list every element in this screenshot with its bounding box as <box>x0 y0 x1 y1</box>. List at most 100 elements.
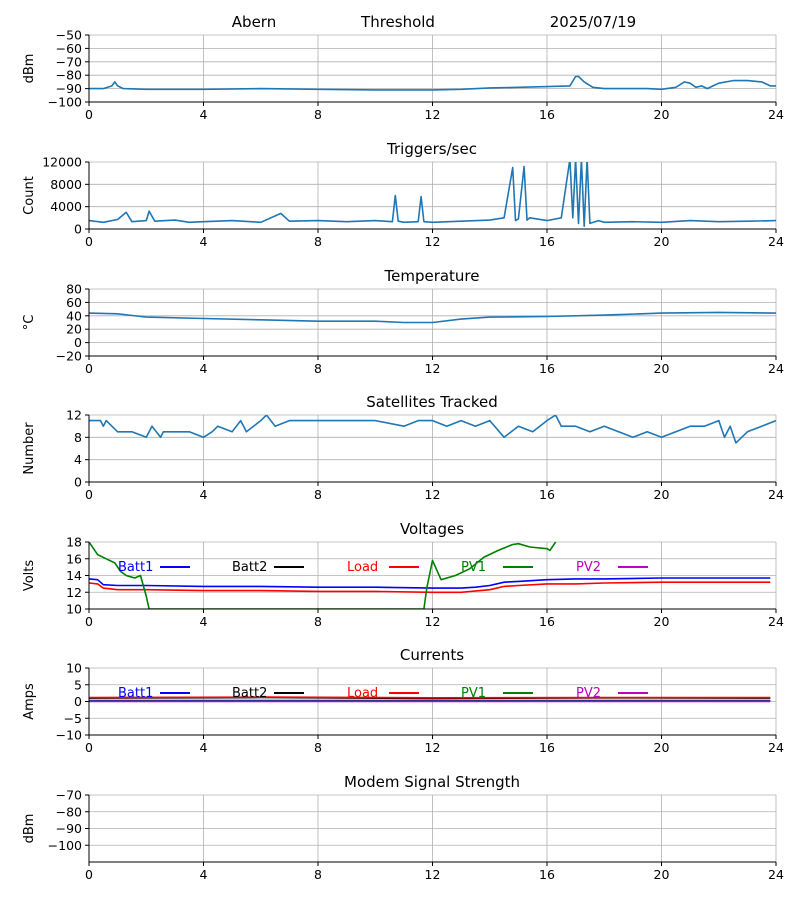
legend-label: Batt2 <box>232 686 267 701</box>
legend-label: Load <box>347 560 378 575</box>
legend-label: Load <box>347 686 378 701</box>
y-tick-label: 4 <box>74 452 82 467</box>
x-tick-label: 0 <box>85 867 93 882</box>
series-line <box>89 311 776 324</box>
chart-panel-1: 0 4 8 12 16 20 24 −50−60−70−80−90−100 dBm <box>22 28 784 123</box>
x-tick-label: 24 <box>768 361 784 376</box>
x-tick-label: 12 <box>425 740 441 755</box>
x-tick-label: 4 <box>200 867 208 882</box>
y-tick-label: −80 <box>56 804 82 819</box>
y-tick-label: −100 <box>48 95 82 110</box>
x-tick-label: 20 <box>654 740 670 755</box>
y-tick-label: 12 <box>66 408 82 423</box>
x-tick-label: 24 <box>768 614 784 629</box>
x-tick-label: 20 <box>654 614 670 629</box>
series-line <box>89 162 776 227</box>
y-tick-label: −90 <box>56 81 82 96</box>
x-tick-label: 4 <box>200 234 208 249</box>
x-tick-label: 8 <box>314 107 322 122</box>
x-tick-label: 0 <box>85 361 93 376</box>
x-tick-label: 16 <box>539 107 555 122</box>
y-tick-label: −80 <box>56 68 82 83</box>
series-line-batt1 <box>89 577 771 589</box>
series-line-pv1 <box>89 542 557 609</box>
y-tick-label: −70 <box>56 788 82 803</box>
y-tick-label: 5 <box>74 677 82 692</box>
x-tick-label: 4 <box>200 487 208 502</box>
y-tick-label: 60 <box>66 295 82 310</box>
y-tick-label: 12000 <box>42 155 82 170</box>
y-tick-label: 10 <box>66 661 82 676</box>
y-axis-label: Number <box>22 422 37 475</box>
x-tick-label: 8 <box>314 487 322 502</box>
y-tick-label: −90 <box>56 821 82 836</box>
x-tick-label: 20 <box>654 107 670 122</box>
y-tick-label: 16 <box>66 551 82 566</box>
y-tick-label: 80 <box>66 282 82 297</box>
y-tick-label: 0 <box>74 694 82 709</box>
y-tick-label: −60 <box>56 41 82 56</box>
y-axis-label: Amps <box>22 683 37 720</box>
x-tick-label: 12 <box>425 487 441 502</box>
x-tick-label: 16 <box>539 361 555 376</box>
header-mode: Threshold <box>360 13 435 31</box>
legend-label: PV2 <box>576 686 601 701</box>
y-tick-label: 0 <box>74 475 82 490</box>
y-tick-label: 0 <box>74 222 82 237</box>
header-date: 2025/07/19 <box>550 13 636 31</box>
chart-panel-2: 0 4 8 12 16 20 24 0 4000 8000 12000 Triggers/sec Cou… <box>22 140 784 249</box>
chart-title: Modem Signal Strength <box>344 773 520 791</box>
chart-title: Voltages <box>400 520 464 538</box>
legend-label: Batt2 <box>232 560 267 575</box>
y-tick-label: 40 <box>66 308 82 323</box>
x-tick-label: 0 <box>85 740 93 755</box>
chart-title: Satellites Tracked <box>366 393 497 411</box>
x-tick-label: 0 <box>85 487 93 502</box>
x-tick-label: 0 <box>85 107 93 122</box>
y-axis-label: Count <box>22 176 37 215</box>
y-tick-label: −50 <box>56 28 82 43</box>
legend-label: PV1 <box>461 686 486 701</box>
x-tick-label: 0 <box>85 614 93 629</box>
x-tick-label: 12 <box>425 361 441 376</box>
y-tick-label: 8000 <box>50 177 82 192</box>
x-tick-label: 20 <box>654 361 670 376</box>
x-tick-label: 16 <box>539 234 555 249</box>
x-tick-label: 16 <box>539 487 555 502</box>
series-line-load <box>89 696 771 699</box>
chart-title: Triggers/sec <box>386 140 477 158</box>
y-tick-label: 12 <box>66 585 82 600</box>
x-tick-label: 8 <box>314 234 322 249</box>
y-tick-label: 18 <box>66 535 82 550</box>
x-tick-label: 24 <box>768 107 784 122</box>
y-tick-label: −20 <box>56 349 82 364</box>
y-tick-label: −100 <box>48 838 82 853</box>
x-tick-label: 4 <box>200 740 208 755</box>
x-tick-label: 24 <box>768 867 784 882</box>
x-tick-label: 12 <box>425 614 441 629</box>
x-tick-label: 8 <box>314 614 322 629</box>
y-tick-label: 10 <box>66 602 82 617</box>
y-tick-label: 4000 <box>50 199 82 214</box>
chart-title: Temperature <box>383 267 479 285</box>
y-tick-label: 20 <box>66 322 82 337</box>
x-tick-label: 8 <box>314 361 322 376</box>
y-axis-label: °C <box>22 315 37 331</box>
header-station: Abern <box>232 13 276 31</box>
x-tick-label: 16 <box>539 867 555 882</box>
x-tick-label: 20 <box>654 867 670 882</box>
series-line-load <box>89 581 771 594</box>
x-tick-label: 8 <box>314 740 322 755</box>
x-tick-label: 20 <box>654 234 670 249</box>
x-tick-label: 24 <box>768 740 784 755</box>
y-tick-label: −5 <box>64 711 82 726</box>
x-tick-label: 12 <box>425 867 441 882</box>
legend-label: PV1 <box>461 560 486 575</box>
chart-panel-4: 0 4 8 12 16 20 24 0 4 8 12 Satellites Tracked Number <box>22 393 784 502</box>
y-tick-label: 8 <box>74 430 82 445</box>
x-tick-label: 0 <box>85 234 93 249</box>
legend-label: PV2 <box>576 560 601 575</box>
